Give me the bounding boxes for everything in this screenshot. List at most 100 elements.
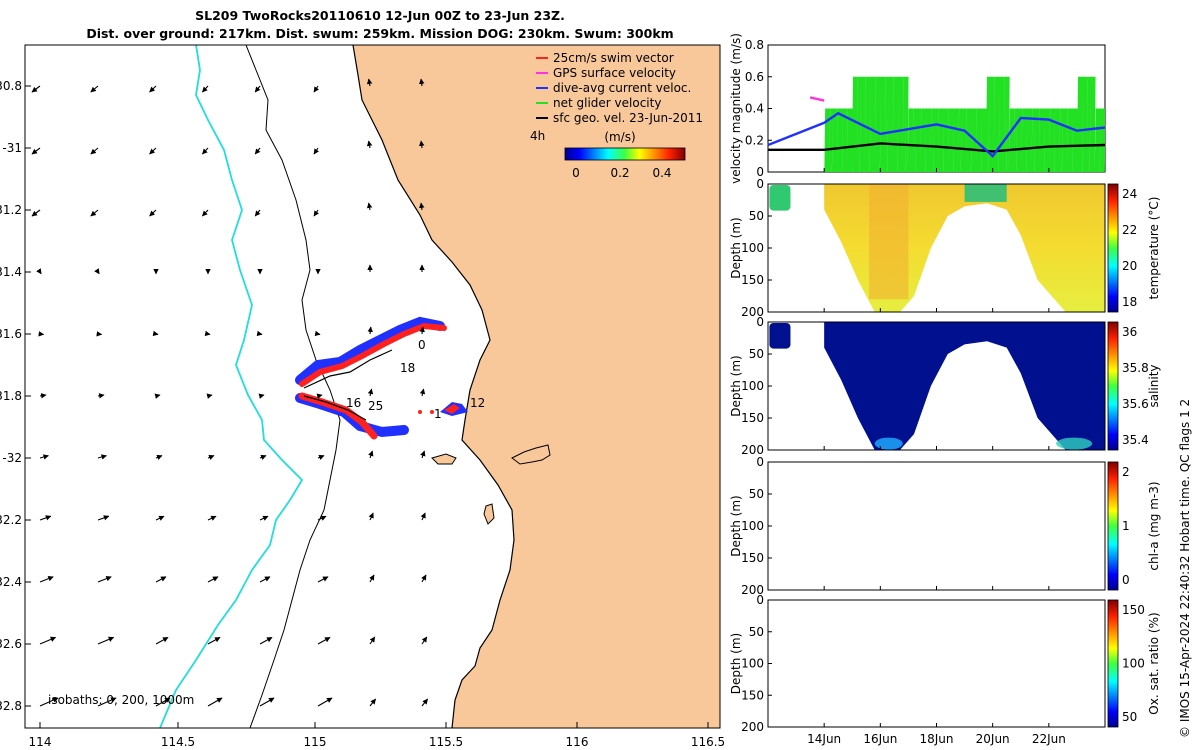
velocity-arrow bbox=[201, 85, 209, 93]
y-tick-label: 0.6 bbox=[745, 70, 764, 84]
y-tick-label: 0.4 bbox=[745, 102, 764, 116]
track-label: 0 bbox=[418, 338, 426, 352]
map-x-tick-label: 116.5 bbox=[691, 735, 725, 749]
velocity-arrow bbox=[254, 147, 261, 155]
velocity-arrow bbox=[39, 515, 52, 521]
map-colorbar-tick: 0 bbox=[572, 166, 580, 180]
section-panel-2: 0 50 100 150 200 Depth (m) 36 35.8 35.6 35.4 salin… bbox=[729, 315, 1161, 457]
colorbar-label: Ox. sat. ratio (%) bbox=[1147, 612, 1161, 714]
colorbar-tick: 35.4 bbox=[1122, 433, 1149, 447]
velocity-arrow bbox=[90, 147, 99, 155]
y-tick-label: 0.2 bbox=[745, 133, 764, 147]
velocity-arrow bbox=[207, 697, 223, 707]
y-axis-label: velocity magnitude (m/s) bbox=[729, 33, 743, 184]
velocity-arrow bbox=[254, 209, 261, 217]
colorbar-tick: 150 bbox=[1122, 603, 1145, 617]
velocity-arrow bbox=[39, 697, 59, 707]
velocity-arrow bbox=[421, 698, 429, 707]
velocity-arrow bbox=[366, 202, 373, 211]
velocity-arrow bbox=[258, 393, 265, 399]
velocity-arrow bbox=[259, 636, 273, 645]
y-tick-label: 200 bbox=[741, 305, 764, 319]
velocity-arrow bbox=[259, 697, 275, 707]
velocity-arrow bbox=[369, 574, 375, 583]
colorbar-tick: 36 bbox=[1122, 325, 1137, 339]
section-fill bbox=[824, 322, 1105, 450]
track-label: 12 bbox=[470, 396, 485, 410]
velocity-arrow bbox=[155, 576, 167, 583]
y-tick-label: 150 bbox=[741, 688, 764, 702]
y-tick-label: 100 bbox=[741, 379, 764, 393]
island bbox=[483, 503, 495, 525]
y-tick-label: 50 bbox=[749, 347, 764, 361]
profile-panels: 0.8 0.6 0.4 0.2 0 velocity magnitude (m/s) 0 50… bbox=[729, 33, 1161, 746]
velocity-arrow bbox=[39, 576, 54, 583]
chart-title-line1: SL209 TwoRocks20110610 12-Jun 00Z to 23-… bbox=[195, 8, 565, 23]
velocity-arrow bbox=[155, 454, 163, 460]
velocity-arrow bbox=[313, 85, 320, 93]
section-cool-patch bbox=[964, 184, 1007, 202]
y-tick-label: 0 bbox=[756, 593, 764, 607]
colorbar-tick: 35.8 bbox=[1122, 361, 1149, 375]
colorbar bbox=[1107, 321, 1119, 451]
colorbar-label: chl-a (mg m-3) bbox=[1147, 481, 1161, 570]
y-tick-label: 150 bbox=[741, 273, 764, 287]
map-y-tick-label: 30.8 bbox=[0, 79, 22, 93]
colorbar bbox=[1107, 461, 1119, 591]
velocity-arrow bbox=[421, 574, 427, 583]
credit-text: © IMOS 15-Apr-2024 22:40:32 Hobart time.… bbox=[1178, 398, 1192, 738]
legend-entry: 25cm/s swim vector bbox=[553, 51, 674, 65]
legend-entry: GPS surface velocity bbox=[553, 66, 676, 80]
map-y-tick-label: 31.4 bbox=[0, 265, 22, 279]
velocity-arrow bbox=[420, 450, 426, 459]
track-label: 16 bbox=[346, 396, 361, 410]
colorbar-label: temperature (°C) bbox=[1147, 197, 1161, 300]
y-tick-label: 100 bbox=[741, 657, 764, 671]
colorbar-tick: 22 bbox=[1122, 223, 1137, 237]
isobath-1000m bbox=[159, 45, 304, 728]
velocity-series bbox=[768, 111, 1105, 158]
velocity-arrow bbox=[317, 697, 333, 707]
velocity-arrow bbox=[154, 393, 161, 399]
velocity-arrow bbox=[366, 140, 373, 149]
velocity-arrow bbox=[317, 636, 331, 645]
legend-entry: sfc geo. vel. 23-Jun-2011 bbox=[553, 111, 703, 125]
velocity-arrow bbox=[313, 209, 320, 217]
island bbox=[511, 444, 551, 465]
velocity-arrow bbox=[418, 140, 425, 149]
y-tick-label: 100 bbox=[741, 241, 764, 255]
map-colorbar-ticks: 0 0.2 0.4 bbox=[572, 166, 671, 180]
y-tick-label: 200 bbox=[741, 720, 764, 734]
velocity-arrow bbox=[97, 697, 117, 707]
section-panel-3: 0 50 100 150 200 Depth (m) 2 1 0 chl-a (mg m-3) bbox=[729, 455, 1161, 597]
velocity-arrow bbox=[155, 697, 171, 707]
velocity-arrow bbox=[201, 209, 209, 217]
isobath-200m bbox=[245, 45, 341, 728]
x-tick-label: 14Jun bbox=[807, 732, 841, 746]
y-tick-label: 50 bbox=[749, 487, 764, 501]
x-tick-label: 20Jun bbox=[976, 732, 1010, 746]
velocity-arrow bbox=[369, 698, 377, 707]
map-colorbar-tick: 0.4 bbox=[652, 166, 671, 180]
velocity-arrow bbox=[316, 393, 323, 399]
velocity-arrow bbox=[369, 636, 376, 645]
chart-title-line2: Dist. over ground: 217km. Dist. swum: 25… bbox=[86, 26, 674, 41]
velocity-arrow bbox=[418, 78, 425, 87]
y-axis-label: Depth (m) bbox=[729, 217, 743, 278]
y-tick-label: 200 bbox=[741, 443, 764, 457]
colorbar-tick: 0 bbox=[1122, 573, 1130, 587]
velocity-arrow bbox=[149, 85, 157, 93]
velocity-arrow bbox=[97, 454, 107, 460]
velocity-arrow bbox=[90, 209, 99, 217]
velocity-arrow bbox=[155, 636, 169, 645]
velocity-arrow bbox=[420, 512, 426, 521]
y-tick-label: 0 bbox=[756, 165, 764, 179]
velocity-arrow bbox=[207, 454, 215, 460]
colorbar-tick: 24 bbox=[1122, 187, 1137, 201]
map-y-tick-label: 32.8 bbox=[0, 699, 22, 713]
colorbar-tick: 2 bbox=[1122, 465, 1130, 479]
velocity-arrow bbox=[206, 393, 213, 399]
colorbar-tick: 1 bbox=[1122, 519, 1130, 533]
